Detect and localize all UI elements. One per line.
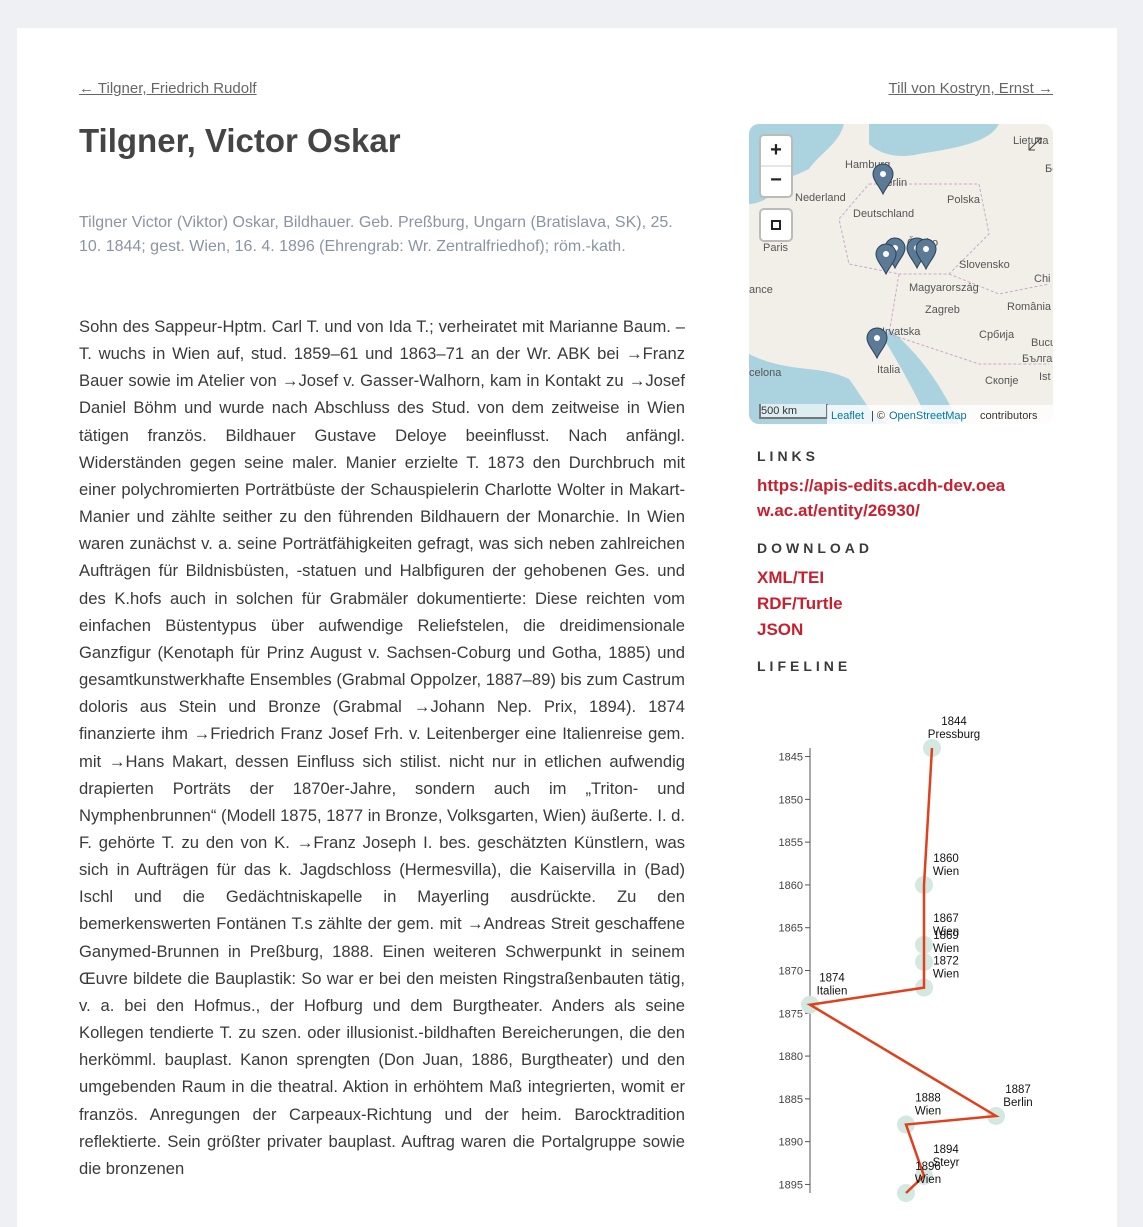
map-label: Chi [1034, 273, 1051, 285]
lifeline-chart: 1845 1850 1855 1860 1865 1870 1875 1880 1885 1890… [779, 716, 1033, 1202]
fullscreen-icon[interactable] [1028, 137, 1042, 151]
place-label: Wien [933, 866, 959, 878]
map-label: Paris [763, 242, 789, 254]
map-label: Deutschland [853, 208, 914, 220]
y-tick-label: 1890 [779, 1137, 803, 1149]
attr-leaflet[interactable]: Leaflet [831, 410, 864, 422]
map-pin [872, 163, 894, 196]
attr-osm[interactable]: OpenStreetMap [889, 410, 967, 422]
lifeline-heading: LIFELINE [757, 658, 852, 674]
map-label: Скопје [985, 375, 1019, 387]
y-tick-label: 1870 [779, 966, 803, 978]
download-link[interactable]: XML/TEI [757, 568, 825, 587]
y-tick-label: 1885 [779, 1094, 803, 1106]
year-label: 1887 [1005, 1084, 1031, 1096]
place-label: Steyr [933, 1157, 960, 1169]
year-label: 1896 [915, 1161, 941, 1173]
map-labels: LietuvaHamburgBerlinБеларNederlandDeutsc… [749, 135, 1053, 387]
year-label: 1869 [933, 930, 959, 942]
map-label: Бълга [1022, 353, 1053, 365]
content-card: ← Tilgner, Friedrich Rudolf Till von Kos… [17, 28, 1117, 1227]
map-sea [869, 124, 999, 156]
map-label: Белар [1045, 163, 1053, 175]
year-label: 1894 [933, 1144, 959, 1156]
map-pin-dot [923, 246, 929, 252]
map-pin-dot [883, 251, 889, 257]
year-label: 1844 [941, 716, 967, 728]
select-control[interactable] [759, 208, 793, 242]
map-pin [875, 243, 897, 276]
attr-sep: | © [871, 410, 885, 422]
map-border [838, 183, 990, 275]
prev-link[interactable]: ← Tilgner, Friedrich Rudolf [79, 80, 257, 97]
y-tick-label: 1865 [779, 923, 803, 935]
zoom-in[interactable]: + [770, 139, 782, 161]
y-tick-label: 1845 [779, 752, 803, 764]
map-pin [915, 238, 937, 271]
place-label: Wien [915, 1106, 941, 1118]
place-label: Pressburg [928, 729, 980, 741]
map-label: Nederland [795, 192, 846, 204]
attribution-bg [827, 405, 1053, 424]
year-label: 1888 [915, 1093, 941, 1105]
map-label: Magyarország [909, 282, 979, 294]
map-pin-dot [874, 335, 880, 341]
page-title: Tilgner, Victor Oskar [79, 122, 401, 159]
map-label: Србија [979, 329, 1015, 341]
map-pins [866, 163, 937, 360]
links-heading: LINKS [757, 448, 819, 464]
scale-label: 500 km [761, 405, 797, 417]
map-pin [866, 327, 888, 360]
map-label: Zagreb [925, 304, 960, 316]
map-label: Hrvatska [877, 326, 921, 338]
place-label: Berlin [1003, 1097, 1032, 1109]
map-label: ance [749, 284, 773, 296]
download-link[interactable]: RDF/Turtle [757, 594, 843, 613]
map-label: Slovensko [959, 259, 1010, 271]
map-label: Italia [877, 364, 901, 376]
map-label: România [1007, 301, 1052, 313]
map-label: celona [749, 367, 782, 379]
select-icon [771, 220, 781, 230]
y-tick-label: 1875 [779, 1008, 803, 1020]
map-border [888, 273, 1050, 365]
next-link[interactable]: Till von Kostryn, Ernst → [888, 80, 1054, 97]
download-heading: DOWNLOAD [757, 540, 873, 556]
year-label: 1872 [933, 956, 959, 968]
place-label: Wien [933, 969, 959, 981]
y-tick-label: 1850 [779, 794, 803, 806]
lifeline-path [806, 747, 1000, 1194]
year-label: 1860 [933, 853, 959, 865]
place-label: Wien [915, 1174, 941, 1186]
intro: Tilgner Victor (Viktor) Oskar, Bildhauer… [79, 214, 673, 255]
biography: Sohn des Sappeur-Hptm. Carl T. und von I… [79, 317, 686, 1178]
attr-contrib: contributors [980, 410, 1038, 422]
map-sea [884, 329, 959, 424]
y-tick-label: 1880 [779, 1051, 803, 1063]
map-label: București [1031, 337, 1053, 349]
map-label: Lietuva [1013, 135, 1049, 147]
map-label: Polska [947, 194, 981, 206]
place-label: Italien [817, 986, 848, 998]
map-pin-dot [880, 171, 886, 177]
download-link[interactable]: JSON [757, 620, 804, 639]
map[interactable]: LietuvaHamburgBerlinБеларNederlandDeutsc… [749, 124, 1053, 424]
year-label: 1867 [933, 913, 959, 925]
y-tick-label: 1895 [779, 1179, 803, 1191]
map-label: Ist [1039, 371, 1051, 383]
place-label: Wien [933, 926, 959, 938]
y-tick-label: 1855 [779, 837, 803, 849]
year-label: 1874 [819, 973, 845, 985]
y-tick-label: 1860 [779, 880, 803, 892]
zoom-out[interactable]: − [770, 169, 782, 191]
place-label: Wien [933, 943, 959, 955]
entity-link[interactable]: https://apis-edits.acdh-dev.oeaw.ac.at/e… [757, 476, 1006, 520]
